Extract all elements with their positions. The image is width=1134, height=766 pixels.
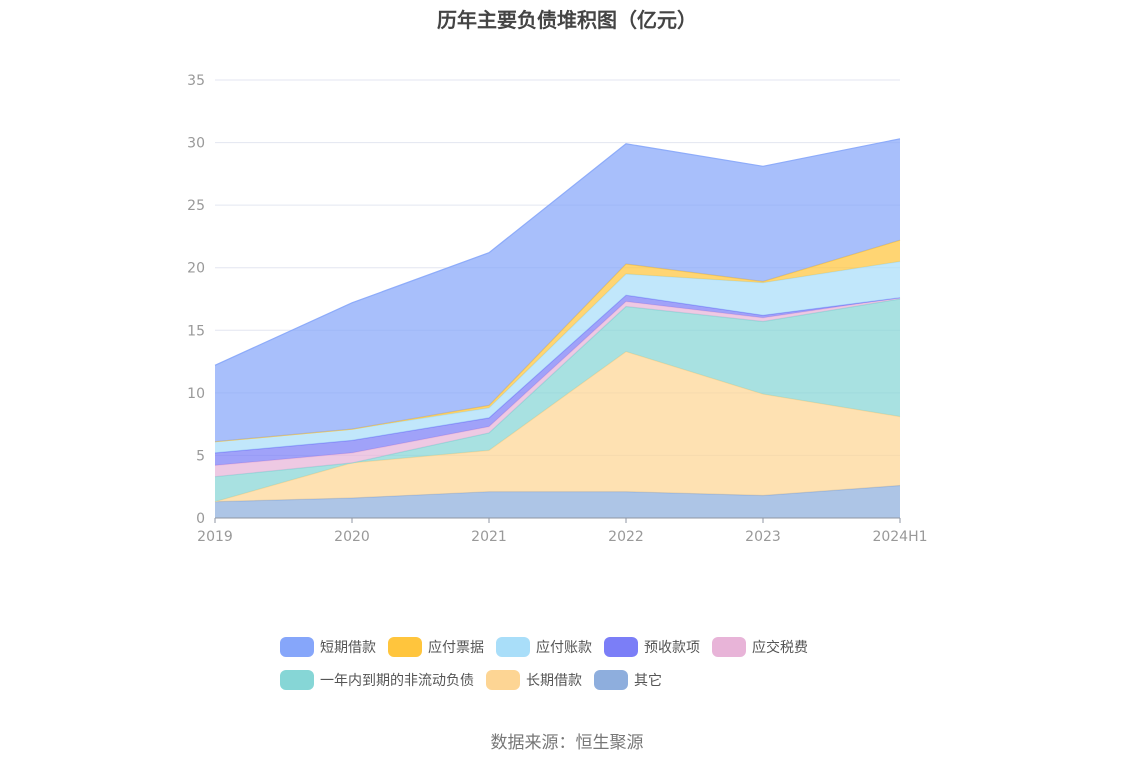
area-edge-短期借款 <box>214 138 901 366</box>
legend-swatch <box>388 636 422 657</box>
y-tick-label: 10 <box>187 386 205 402</box>
legend-swatch <box>280 636 314 657</box>
legend-item[interactable]: 其它 <box>594 669 662 690</box>
legend-swatch <box>486 669 520 690</box>
legend-row: 短期借款 应付票据 应付账款 预收款项 应交税费 <box>280 630 920 663</box>
x-tick-label: 2023 <box>745 529 781 545</box>
area-series-短期借款 <box>215 138 900 442</box>
data-source-note: 数据来源：恒生聚源 <box>490 733 644 753</box>
legend-item[interactable]: 应付票据 <box>388 636 484 657</box>
area-series-其它 <box>215 485 900 518</box>
legend-item[interactable]: 预收款项 <box>604 636 700 657</box>
chart-title: 历年主要负债堆积图（亿元） <box>437 8 697 32</box>
legend-item[interactable]: 应交税费 <box>712 636 808 657</box>
legend: 短期借款 应付票据 应付账款 预收款项 应交税费一年内到期的非流动负债 长期借款 其它 <box>280 630 920 696</box>
y-tick-label: 15 <box>187 323 205 339</box>
legend-label: 预收款项 <box>644 639 700 656</box>
legend-item[interactable]: 短期借款 <box>280 636 376 657</box>
area-series-预收款项 <box>215 295 900 466</box>
legend-row: 一年内到期的非流动负债 长期借款 其它 <box>280 663 920 696</box>
legend-label: 应付票据 <box>428 639 484 656</box>
x-tick-label: 2019 <box>197 529 233 545</box>
area-series-应付账款 <box>215 261 900 453</box>
y-tick-label: 25 <box>187 198 205 214</box>
y-tick-label: 35 <box>187 73 205 89</box>
legend-label: 短期借款 <box>320 639 376 656</box>
y-tick-label: 5 <box>196 448 205 464</box>
legend-swatch <box>712 636 746 657</box>
x-tick-label: 2024H1 <box>872 529 927 545</box>
area-series-长期借款 <box>215 351 900 502</box>
legend-label: 应交税费 <box>752 639 808 656</box>
legend-label: 应付账款 <box>536 639 592 656</box>
legend-label: 长期借款 <box>526 672 582 689</box>
legend-item[interactable]: 一年内到期的非流动负债 <box>280 669 474 690</box>
stacked-area-chart: 0 5 10 15 20 25 30 35 2019 2020 2021 2022 2023 2024H1 <box>187 73 927 545</box>
y-tick-label: 30 <box>187 136 205 152</box>
x-tick-label: 2022 <box>608 529 644 545</box>
legend-swatch <box>496 636 530 657</box>
y-tick-label: 20 <box>187 261 205 277</box>
area-layer <box>214 138 901 518</box>
legend-swatch <box>280 669 314 690</box>
y-tick-label: 0 <box>196 511 205 527</box>
legend-swatch <box>594 669 628 690</box>
x-tick-label: 2021 <box>471 529 507 545</box>
legend-item[interactable]: 应付账款 <box>496 636 592 657</box>
legend-item[interactable]: 长期借款 <box>486 669 582 690</box>
x-tick-label: 2020 <box>334 529 370 545</box>
legend-label: 其它 <box>634 672 662 689</box>
area-series-一年内到期的非流动负债 <box>215 299 900 502</box>
legend-swatch <box>604 636 638 657</box>
legend-label: 一年内到期的非流动负债 <box>320 672 474 689</box>
